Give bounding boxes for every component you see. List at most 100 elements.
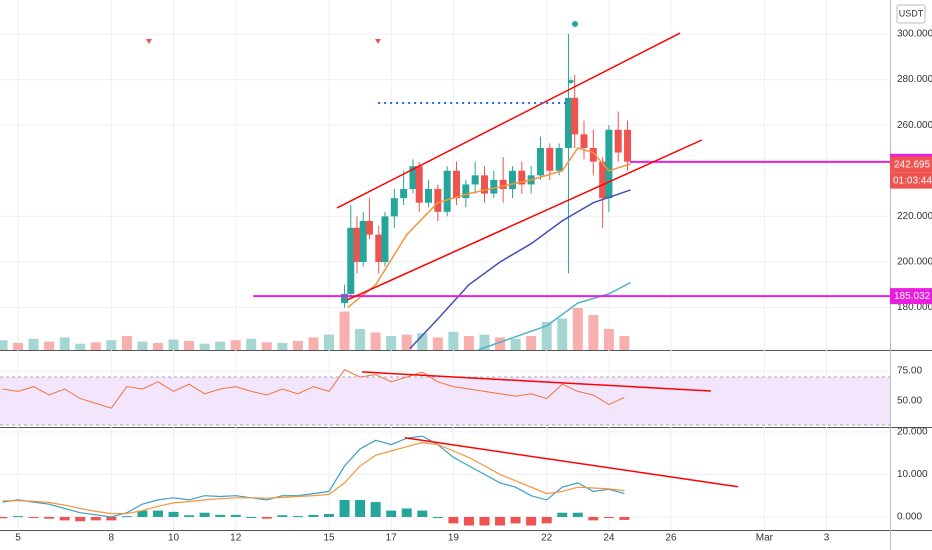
volume-bar xyxy=(59,337,70,350)
trend-line xyxy=(404,437,739,488)
unit-label: USDT xyxy=(899,8,924,18)
volume-bar xyxy=(199,343,210,350)
y-tick-label: 220.000 xyxy=(897,211,932,222)
candle-body xyxy=(580,134,588,148)
volume-bar xyxy=(432,337,443,350)
macd-histogram-bar xyxy=(261,516,272,519)
candle-body xyxy=(443,170,451,212)
macd-histogram-bar xyxy=(619,516,630,520)
signal-marker xyxy=(572,21,578,27)
countdown: 01:03:44 xyxy=(893,175,932,186)
x-tick-label: 22 xyxy=(541,533,553,544)
volume-bar xyxy=(324,334,335,350)
macd-histogram-bar xyxy=(75,516,86,522)
macd-histogram-bar xyxy=(277,515,288,517)
rsi-line xyxy=(2,369,625,409)
x-tick-label: 10 xyxy=(168,533,180,544)
candle-body xyxy=(390,198,398,217)
countdown-box xyxy=(890,172,932,189)
y-tick-label: 300.000 xyxy=(897,29,932,40)
macd-histogram-bar xyxy=(152,510,163,517)
x-tick-label: Mar xyxy=(756,533,774,544)
volume-bar xyxy=(370,332,381,350)
candle-body xyxy=(434,189,442,212)
price-label-box xyxy=(890,156,932,173)
macd-histogram-bar xyxy=(339,499,350,517)
candle-body xyxy=(400,189,408,199)
volume-bar xyxy=(106,340,117,350)
moving-average xyxy=(478,281,631,351)
candle-body xyxy=(480,175,488,194)
volume-bar xyxy=(339,311,350,350)
rsi-band xyxy=(0,376,890,425)
signal-marker xyxy=(146,39,152,44)
moving-average xyxy=(409,189,631,350)
volume-bar xyxy=(75,343,86,350)
volume-bar xyxy=(137,341,148,350)
volume-bar xyxy=(292,340,303,350)
candle-body xyxy=(347,227,355,294)
candle-body xyxy=(490,179,498,194)
x-tick-label: 24 xyxy=(603,533,615,544)
volume-bar xyxy=(495,337,506,350)
candle-body xyxy=(425,189,433,203)
volume-bar xyxy=(246,338,257,350)
y-tick-label: 50.00 xyxy=(897,396,922,407)
x-tick-label: 26 xyxy=(666,533,678,544)
y-tick-label: 200.000 xyxy=(897,257,932,268)
macd-histogram-bar xyxy=(401,508,412,517)
volume-bar xyxy=(44,341,55,350)
candle-body xyxy=(471,175,479,185)
x-tick-label: 5 xyxy=(15,533,21,544)
macd-histogram-bar xyxy=(168,511,179,517)
candle-body xyxy=(375,234,383,262)
macd-histogram-bar xyxy=(526,516,537,526)
macd-histogram-bar xyxy=(463,516,474,526)
volume-bar xyxy=(308,337,319,350)
y-tick-label: 280.000 xyxy=(897,74,932,85)
unit-box xyxy=(896,4,926,24)
macd-histogram-bar xyxy=(370,502,381,517)
candle-body xyxy=(555,147,563,171)
candle-body xyxy=(365,220,373,235)
volume-bar xyxy=(28,338,39,350)
candle-body xyxy=(341,293,349,304)
volume-bar xyxy=(277,343,288,350)
macd-histogram-bar xyxy=(59,516,70,521)
macd-histogram-bar xyxy=(510,516,521,524)
volume-bar xyxy=(526,336,537,350)
price-label-box xyxy=(890,288,932,305)
macd-histogram-bar xyxy=(215,514,226,517)
macd-histogram-bar xyxy=(603,516,614,518)
volume-bar xyxy=(355,329,366,350)
volume-bar xyxy=(603,329,614,350)
y-tick-label: 260.000 xyxy=(897,120,932,131)
macd-histogram-bar xyxy=(386,510,397,517)
y-tick-label: 180.000 xyxy=(897,302,932,313)
macd-histogram-bar xyxy=(121,516,132,518)
y-tick-label: 20.000 xyxy=(897,426,928,437)
price-label: 185.032 xyxy=(894,291,931,302)
macd-histogram-bar xyxy=(324,513,335,517)
macd-line xyxy=(2,435,625,518)
candle-body xyxy=(353,227,361,262)
volume-bar xyxy=(401,334,412,350)
candle-body xyxy=(536,147,544,176)
volume-bar xyxy=(479,334,490,350)
macd-histogram-bar xyxy=(308,514,319,517)
candle-body xyxy=(546,147,554,171)
candle-body xyxy=(409,166,417,190)
volume-bar xyxy=(261,342,272,350)
volume-bar xyxy=(168,339,179,350)
candle-body xyxy=(415,166,423,203)
candle-body xyxy=(571,97,579,135)
macd-histogram-bar xyxy=(199,512,210,517)
macd-histogram-bar xyxy=(432,516,443,518)
macd-histogram-bar xyxy=(479,516,490,526)
candle-body xyxy=(462,184,470,199)
volume-bar xyxy=(448,331,459,350)
candle-body xyxy=(453,170,461,199)
volume-bar xyxy=(121,336,132,350)
volume-bar xyxy=(588,315,599,350)
macd-histogram-bar xyxy=(246,516,257,518)
